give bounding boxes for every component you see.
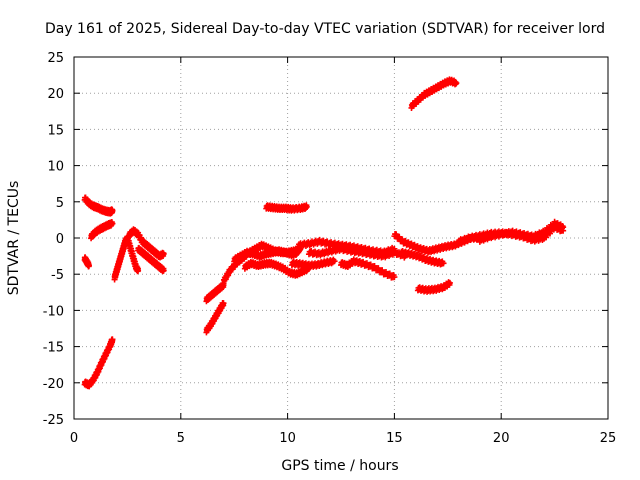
x-tick-label: 25 bbox=[600, 431, 617, 446]
series-s22 bbox=[476, 218, 567, 245]
series-s13 bbox=[263, 202, 310, 214]
data-point bbox=[446, 279, 453, 286]
data-point bbox=[295, 249, 302, 256]
data-point bbox=[453, 80, 460, 87]
series-s20 bbox=[414, 279, 453, 295]
x-tick-label: 10 bbox=[279, 431, 296, 446]
series-s17 bbox=[338, 256, 398, 281]
series-s11 bbox=[231, 246, 302, 265]
data-point bbox=[109, 207, 116, 214]
y-tick-label: -15 bbox=[43, 341, 64, 356]
data-point bbox=[135, 267, 142, 274]
y-tick-label: 20 bbox=[47, 87, 64, 102]
y-tick-label: 25 bbox=[47, 51, 64, 66]
data-point bbox=[160, 267, 167, 274]
data-point bbox=[109, 336, 116, 343]
series-s9 bbox=[203, 299, 227, 336]
data-point bbox=[440, 260, 447, 267]
series-s1 bbox=[81, 194, 116, 217]
x-tick-label: 0 bbox=[70, 431, 78, 446]
series-s7 bbox=[135, 244, 167, 275]
series-s16 bbox=[288, 256, 338, 271]
y-tick-label: 10 bbox=[47, 160, 64, 175]
data-point bbox=[160, 250, 167, 257]
data-point bbox=[220, 300, 227, 307]
data-point bbox=[560, 224, 567, 231]
series-s8 bbox=[203, 281, 227, 305]
series-s19 bbox=[397, 248, 447, 268]
data-point bbox=[85, 262, 92, 269]
grid bbox=[74, 57, 608, 419]
y-tick-label: -5 bbox=[51, 268, 64, 283]
data-point bbox=[391, 274, 398, 281]
y-axis-label: SDTVAR / TECUs bbox=[6, 181, 22, 296]
series-s4 bbox=[81, 336, 116, 390]
y-tick-label: -20 bbox=[43, 377, 64, 392]
y-tick-label: 0 bbox=[56, 232, 64, 247]
series-s5 bbox=[111, 233, 142, 283]
data-point bbox=[109, 220, 116, 227]
series-s23 bbox=[408, 76, 460, 111]
x-tick-label: 5 bbox=[177, 431, 185, 446]
data-point bbox=[303, 203, 310, 210]
y-tick-label: -25 bbox=[43, 413, 64, 428]
y-tick-label: 15 bbox=[47, 123, 64, 138]
series-s3 bbox=[81, 254, 92, 270]
y-tick-label: -10 bbox=[43, 304, 64, 319]
series-s15 bbox=[305, 244, 409, 261]
series-s12 bbox=[241, 258, 312, 279]
x-axis-label: GPS time / hours bbox=[281, 458, 398, 474]
series-s6 bbox=[126, 226, 167, 261]
data-points bbox=[81, 76, 567, 390]
y-tick-label: 5 bbox=[56, 196, 64, 211]
x-tick-label: 15 bbox=[386, 431, 403, 446]
chart-title: Day 161 of 2025, Sidereal Day-to-day VTE… bbox=[45, 21, 605, 37]
axis-ticks: 0 5 10 15 20 25 -25 -20 -15 -10 -5 0 5 10 15 20 25 bbox=[43, 51, 617, 446]
data-point bbox=[331, 258, 338, 265]
series-s2 bbox=[88, 218, 116, 242]
x-tick-label: 20 bbox=[493, 431, 510, 446]
